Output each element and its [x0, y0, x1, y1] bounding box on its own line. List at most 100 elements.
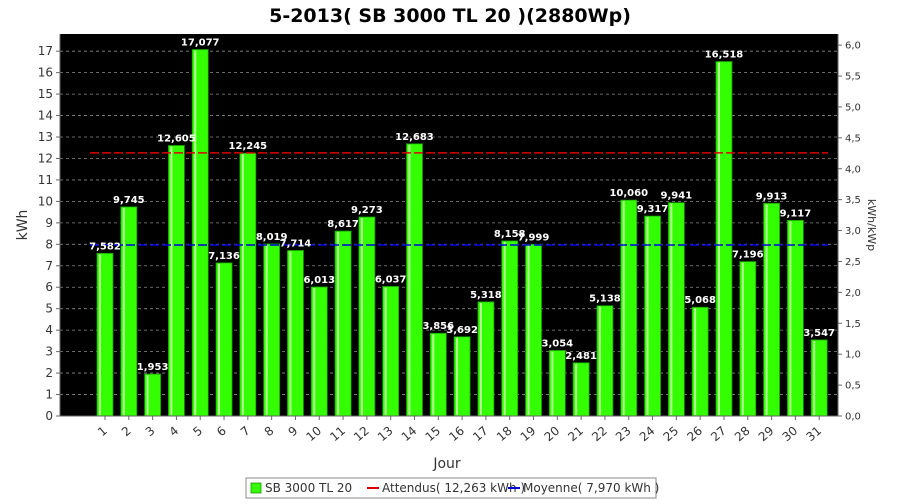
y2-tick-label: 4,0 [845, 164, 861, 175]
data-label: 16,518 [705, 50, 744, 61]
legend-box [245, 477, 657, 499]
x-tick-label: 1 [95, 424, 110, 440]
bar-highlight [337, 232, 340, 415]
bar-highlight [432, 334, 435, 415]
x-axis: 1 2 3 4 5 6 7 8 9 10 11 12 13 14 15 16 17 18 19 20 21 22 23 24 2… [60, 415, 838, 445]
x-tick-label: 27 [708, 424, 729, 445]
x-tick-label: 7 [238, 424, 253, 440]
legend-entry: Attendus( 12,263 kWh ) [382, 481, 525, 495]
data-label: 5,318 [470, 290, 502, 301]
data-label: 5,138 [589, 294, 621, 305]
x-tick-label: 12 [351, 424, 372, 445]
y-tick-label: 5 [45, 302, 53, 316]
bar-highlight [765, 204, 768, 415]
y2-axis: 0,0 0,5 1,0 1,5 2,0 2,5 3,0 3,5 4,0 4,5 5,0 5,5 6,0 [837, 34, 861, 423]
data-label: 3,856 [422, 321, 454, 332]
data-label: 7,136 [208, 251, 240, 262]
y-tick-label: 0 [45, 409, 53, 423]
y-axis-label: kWh [15, 210, 31, 241]
data-label: 7,714 [280, 238, 312, 249]
data-label: 9,317 [637, 204, 669, 215]
bar-highlight [503, 241, 506, 415]
bar-highlight [670, 203, 673, 415]
data-labels: 7,582 9,745 1,953 12,605 17,077 7,136 12,245 8,… [89, 38, 835, 374]
y2-tick-label: 2,5 [845, 257, 861, 268]
x-tick-label: 31 [803, 424, 824, 445]
bar-highlight [527, 245, 530, 415]
x-tick-label: 25 [661, 424, 682, 445]
y2-tick-label: 5,5 [845, 72, 861, 83]
x-tick-label: 21 [565, 424, 586, 445]
data-label: 10,060 [609, 188, 648, 199]
y2-tick-label: 5,0 [845, 102, 861, 113]
data-label: 1,953 [137, 362, 169, 373]
bar-highlight [146, 375, 149, 415]
bars-group [96, 49, 828, 417]
bar-highlight [99, 254, 101, 415]
legend-entry: Moyenne( 7,970 kWh ) [523, 481, 659, 495]
data-label: 7,196 [732, 250, 764, 261]
data-label: 8,617 [327, 219, 359, 230]
y-tick-label: 6 [45, 280, 53, 294]
reference-lines [90, 152, 828, 246]
legend-swatch [250, 482, 262, 494]
x-tick-label: 18 [494, 424, 515, 445]
x-tick-label: 15 [423, 424, 444, 445]
y2-tick-label: 2,0 [845, 288, 861, 299]
y2-tick-label: 0,0 [845, 412, 861, 423]
y2-axis-label: kWh/kWp [865, 199, 878, 251]
bar-highlight [289, 251, 292, 415]
x-tick-label: 2 [119, 424, 134, 440]
y2-tick-label: 4,5 [845, 133, 861, 144]
bar-highlight [622, 201, 625, 415]
bar-highlight [265, 244, 268, 415]
bar-highlight [122, 207, 125, 415]
y2-tick-label: 3,5 [845, 195, 861, 206]
data-label: 9,913 [756, 191, 788, 202]
data-label: 6,013 [303, 275, 335, 286]
bar-highlight [741, 262, 744, 415]
y-tick-label: 1 [45, 388, 53, 402]
x-tick-label: 4 [166, 424, 181, 440]
y-tick-label: 9 [45, 216, 53, 230]
bar-highlight [241, 154, 244, 415]
data-label: 7,999 [518, 232, 550, 243]
data-label: 17,077 [181, 38, 220, 49]
y-tick-label: 8 [45, 237, 53, 251]
data-label: 5,068 [684, 295, 716, 306]
bar-highlight [717, 62, 720, 416]
y-tick-label: 3 [45, 345, 53, 359]
bar-highlight [194, 50, 197, 416]
bar-highlight [408, 144, 411, 415]
data-label: 9,273 [351, 205, 383, 216]
bar-highlight [551, 351, 554, 415]
y2-tick-label: 0,5 [845, 381, 861, 392]
bar-highlight [813, 340, 816, 415]
y-tick-label: 2 [45, 366, 53, 380]
y-tick-label: 12 [38, 151, 53, 165]
data-label: 3,547 [803, 328, 835, 339]
y-tick-label: 15 [38, 87, 53, 101]
x-tick-label: 5 [190, 424, 205, 440]
bar-highlight [694, 308, 697, 415]
bar-highlight [456, 337, 459, 415]
legend: SB 3000 TL 20 Attendus( 12,263 kWh )Moyen… [245, 477, 659, 499]
bar-highlight [598, 306, 601, 415]
x-tick-label: 11 [327, 424, 348, 445]
x-tick-label: 3 [143, 424, 158, 440]
x-axis-label: Jour [432, 456, 461, 472]
bar-highlight [384, 287, 387, 415]
data-label: 6,037 [375, 274, 407, 285]
x-tick-label: 6 [214, 424, 229, 440]
data-label: 9,117 [780, 208, 812, 219]
data-label: 12,245 [229, 141, 268, 152]
data-label: 3,692 [446, 325, 478, 336]
x-tick-label: 19 [518, 424, 539, 445]
x-tick-label: 8 [262, 424, 277, 440]
data-label: 12,605 [157, 133, 196, 144]
x-tick-label: 26 [684, 424, 705, 445]
bar-highlight [646, 217, 649, 415]
